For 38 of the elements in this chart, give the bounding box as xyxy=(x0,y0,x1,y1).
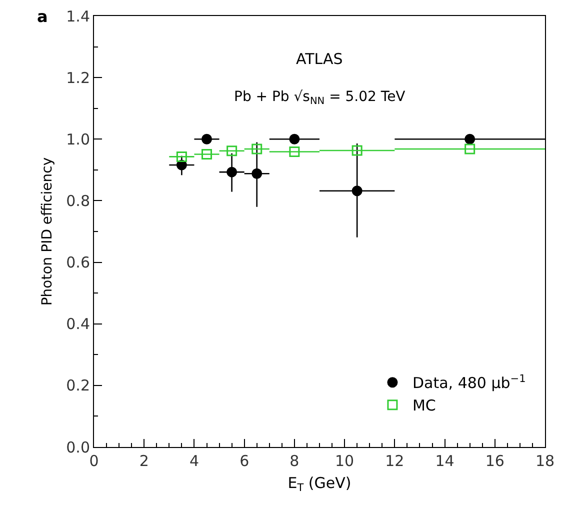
x-tick-label: 14 xyxy=(435,452,454,470)
x-tick-label: 6 xyxy=(240,452,250,470)
y-tick-label: 0.6 xyxy=(66,254,90,272)
y-tick-label: 1.0 xyxy=(66,130,90,148)
x-tick-label: 2 xyxy=(139,452,149,470)
x-tick-label: 8 xyxy=(290,452,300,470)
x-tick-label: 0 xyxy=(89,452,99,470)
legend-label: Data, 480 μb$^{−1}$ xyxy=(412,372,526,392)
y-tick-label: 0.8 xyxy=(66,192,90,210)
y-axis-title: Photon PID efficiency xyxy=(40,157,56,306)
y-tick-label: 1.4 xyxy=(66,7,90,26)
x-tick-label: 4 xyxy=(189,452,199,470)
point xyxy=(464,134,476,144)
point xyxy=(202,134,212,144)
y-tick-label: 0.2 xyxy=(66,376,90,395)
x-tick-label: 16 xyxy=(485,452,504,470)
point xyxy=(226,146,238,156)
point xyxy=(464,144,476,154)
x-axis-title: E$_{T}$ (GeV) xyxy=(288,474,352,494)
point xyxy=(352,145,362,156)
annotation: ATLAS xyxy=(296,50,343,68)
annotation: Pb + Pb √s$_{NN}$ = 5.02 TeV xyxy=(234,89,406,107)
point xyxy=(252,168,262,179)
point xyxy=(352,186,362,196)
text: a xyxy=(37,7,48,26)
legend-label: MC xyxy=(412,396,436,415)
point xyxy=(176,151,187,162)
point xyxy=(289,134,300,144)
y-tick-label: 0.4 xyxy=(66,315,90,334)
point xyxy=(252,144,262,154)
point xyxy=(289,146,300,158)
y-tick-label: 0.0 xyxy=(66,438,90,456)
point xyxy=(202,148,212,160)
x-tick-label: 18 xyxy=(535,452,555,470)
x-tick-label: 10 xyxy=(335,452,354,470)
x-tick-label: 12 xyxy=(385,452,404,470)
y-tick-label: 1.2 xyxy=(66,68,90,87)
point xyxy=(226,166,238,178)
